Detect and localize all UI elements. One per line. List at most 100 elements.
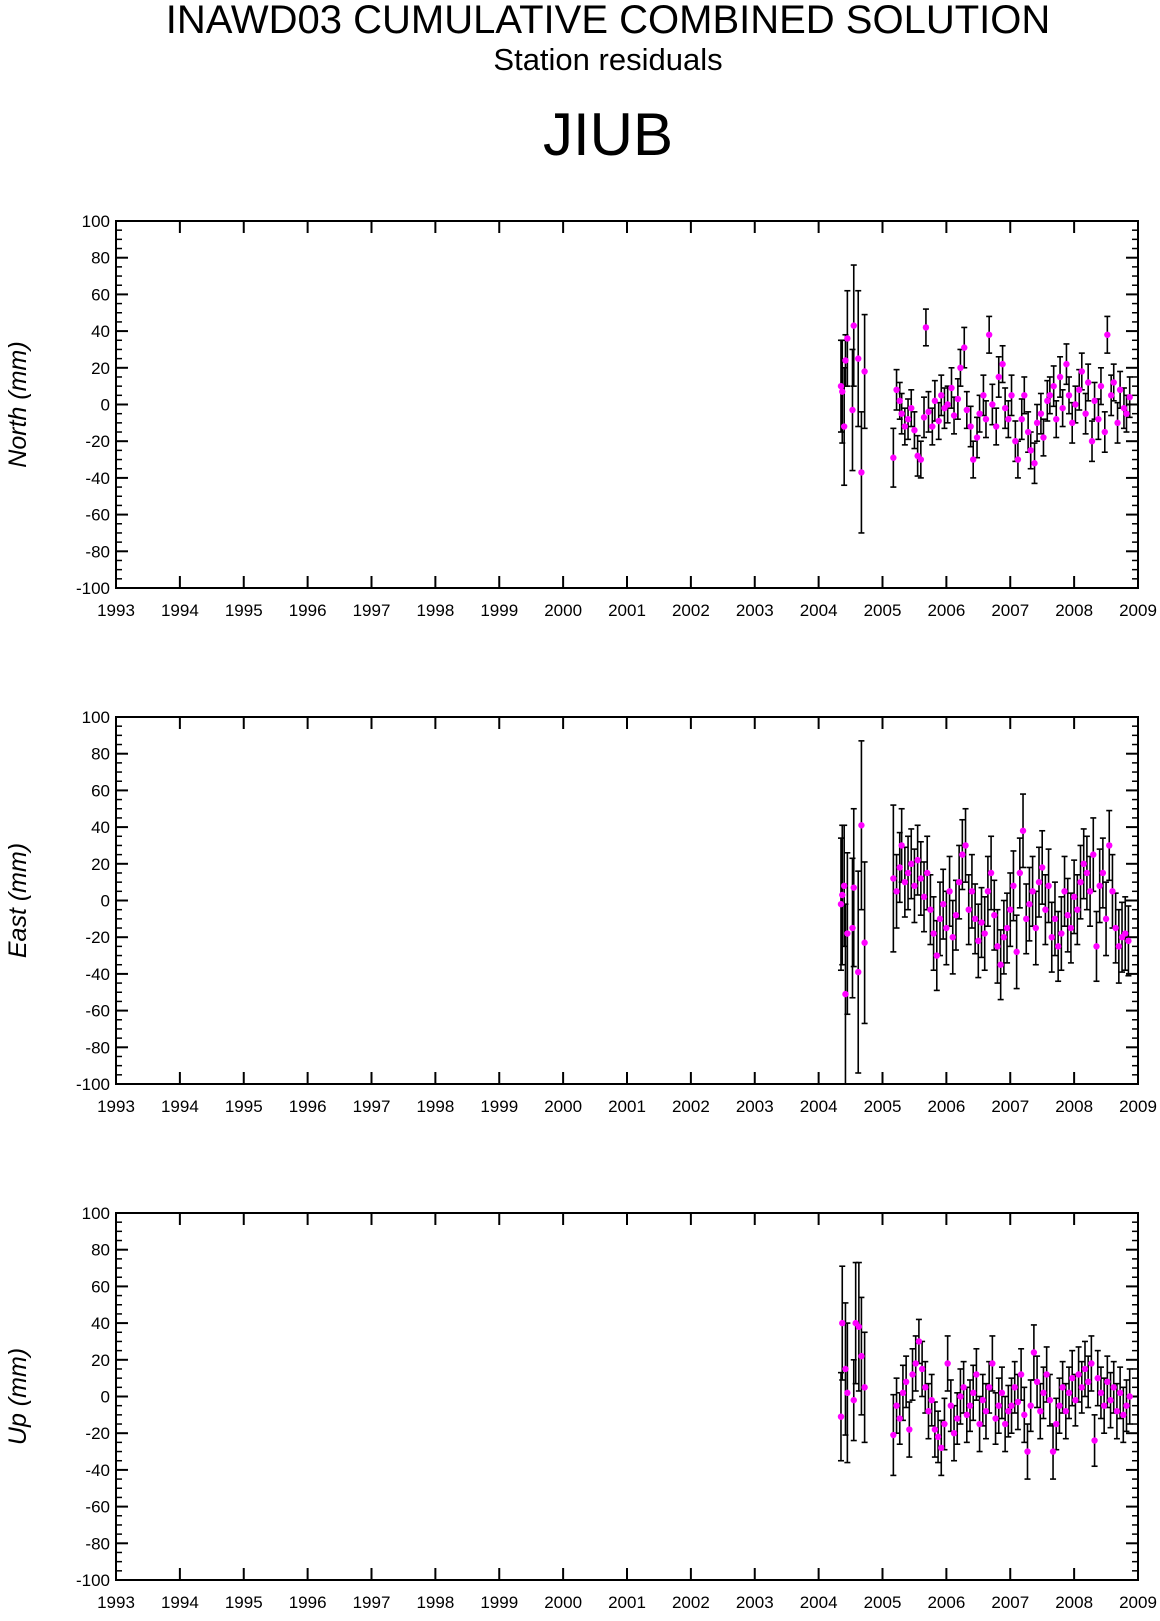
data-point [839, 891, 846, 899]
y-tick-label: -100 [76, 579, 110, 598]
data-point [991, 911, 998, 919]
data-point [902, 1378, 910, 1386]
data-point [963, 1411, 971, 1419]
x-tick-label: 2006 [927, 1097, 965, 1116]
data-point [839, 1319, 846, 1327]
data-point [1094, 1374, 1101, 1382]
data-point [994, 943, 1001, 950]
data-point [917, 456, 925, 463]
data-point [1099, 869, 1107, 877]
data-point [1033, 419, 1041, 427]
y-tick-label: 40 [91, 818, 110, 837]
x-tick-label: 1993 [97, 1593, 135, 1612]
x-tick-label: 2009 [1119, 601, 1157, 620]
x-tick-label: 1999 [480, 601, 518, 620]
data-point [936, 915, 944, 923]
data-point [954, 1415, 961, 1422]
data-point [1043, 1371, 1050, 1378]
x-tick-label: 2000 [544, 1097, 582, 1116]
data-point [1027, 1402, 1034, 1409]
y-tick-label: -40 [85, 965, 110, 984]
data-point [1033, 1378, 1041, 1386]
data-point [1072, 401, 1079, 408]
data-point [1074, 906, 1081, 913]
x-tick-label: 2001 [608, 1097, 646, 1116]
y-tick-label: 60 [91, 285, 110, 304]
data-point [1026, 900, 1033, 908]
x-tick-label: 2007 [991, 601, 1029, 620]
data-point [1106, 842, 1113, 849]
data-point [967, 423, 974, 430]
data-point [840, 423, 848, 430]
y-tick-label: 40 [91, 1314, 110, 1333]
data-point [1100, 1402, 1108, 1409]
data-point [1095, 415, 1102, 423]
data-point [948, 384, 955, 392]
plot-frame [115, 220, 1139, 589]
data-point [1003, 924, 1011, 932]
data-point [922, 1384, 929, 1391]
data-point [1091, 1437, 1098, 1444]
x-tick-label: 1994 [161, 1097, 199, 1116]
x-tick-label: 1998 [416, 1097, 454, 1116]
data-point [944, 1360, 951, 1367]
x-tick-label: 2003 [736, 601, 774, 620]
y-tick-label: 20 [91, 855, 110, 874]
data-point [992, 1415, 999, 1422]
data-point [968, 888, 976, 895]
x-tick-label: 2005 [864, 601, 902, 620]
data-point [906, 1426, 913, 1433]
y-tick-label: 0 [101, 396, 110, 415]
data-point [1123, 1402, 1130, 1409]
data-point [981, 930, 988, 937]
data-point [1019, 827, 1027, 834]
y-tick-label: 80 [91, 249, 110, 268]
data-point [1008, 392, 1015, 399]
data-point [1046, 1396, 1054, 1404]
data-point [858, 1352, 865, 1360]
data-point [1097, 1389, 1105, 1397]
data-point [1077, 878, 1084, 886]
data-point [1120, 404, 1128, 412]
y-tick-label: 80 [91, 745, 110, 764]
x-tick-label: 1997 [353, 1593, 391, 1612]
y-tick-label: 0 [101, 892, 110, 911]
data-point [1013, 948, 1020, 956]
x-tick-label: 2000 [544, 1593, 582, 1612]
data-point [1017, 1371, 1025, 1378]
data-point [985, 331, 993, 338]
data-point [1035, 878, 1043, 886]
x-tick-label: 1996 [289, 1097, 327, 1116]
data-point [957, 1393, 964, 1400]
data-point [1031, 460, 1038, 467]
data-point [1091, 397, 1098, 405]
x-tick-label: 2004 [800, 1593, 838, 1612]
x-tick-label: 1997 [353, 1097, 391, 1116]
data-point [959, 851, 966, 858]
data-point [1126, 393, 1133, 401]
data-point [935, 417, 942, 425]
data-point [934, 1433, 942, 1441]
data-point [1096, 882, 1103, 890]
data-point [947, 1402, 955, 1409]
y-axis-label: East (mm) [4, 843, 32, 958]
y-tick-label: 60 [91, 1277, 110, 1296]
data-point [979, 1396, 986, 1404]
data-point [1102, 915, 1110, 923]
data-point [1104, 1378, 1111, 1386]
data-point [1054, 943, 1062, 950]
data-point [1050, 382, 1057, 390]
y-tick-label: 100 [82, 1204, 110, 1223]
y-tick-label: 40 [91, 322, 110, 341]
data-point [922, 324, 930, 331]
x-tick-label: 2005 [864, 1593, 902, 1612]
data-point [925, 1407, 932, 1415]
data-point [950, 412, 958, 419]
data-point [918, 1365, 926, 1373]
data-point [965, 906, 972, 913]
data-point [1076, 386, 1083, 394]
data-point [1049, 1448, 1057, 1455]
x-tick-label: 2002 [672, 601, 710, 620]
data-point [1116, 386, 1124, 394]
x-tick-label: 1993 [97, 1097, 135, 1116]
